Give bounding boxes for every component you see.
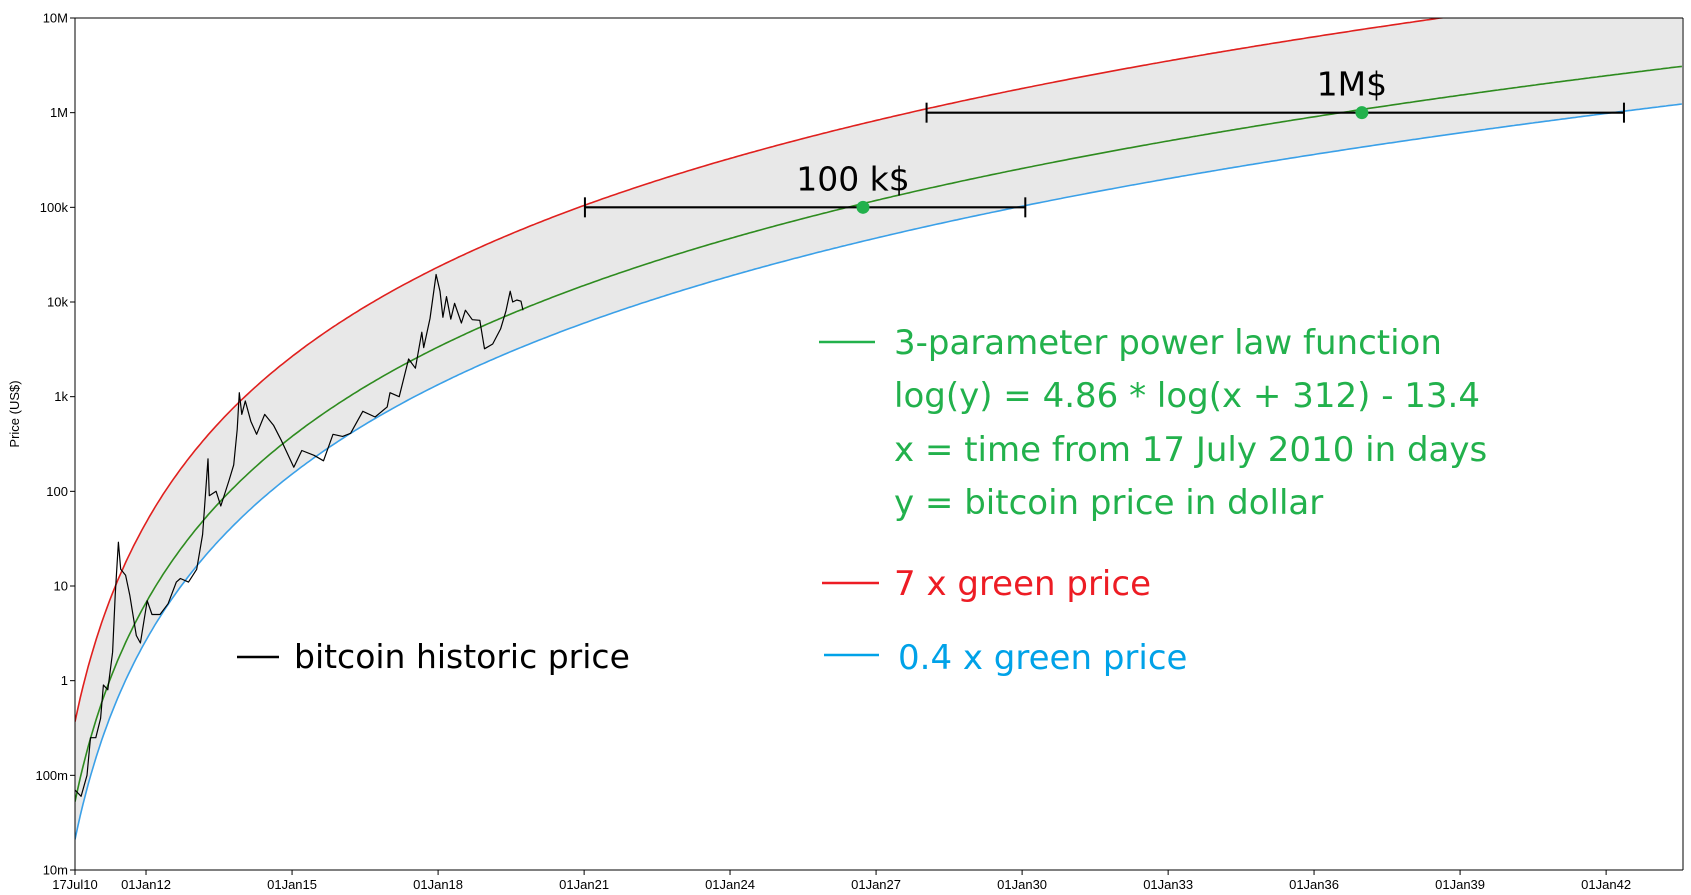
green-power-law-line: [75, 65, 1682, 802]
x-tick-label: 17Jul10: [52, 877, 98, 892]
y-tick-label: 100k: [40, 200, 69, 215]
marker-dot: [856, 200, 870, 214]
marker-label: 100 k$: [796, 159, 910, 198]
red-upper-line: [75, 18, 1447, 722]
y-tick-label: 100: [46, 484, 68, 499]
x-definition: x = time from 17 July 2010 in days: [894, 430, 1487, 470]
legend-green-title: 3-parameter power law function: [894, 323, 1442, 363]
y-axis-label: Price (US$): [7, 380, 22, 447]
marker-dot: [1355, 106, 1369, 120]
x-tick-label: 01Jan21: [559, 877, 609, 892]
y-definition: y = bitcoin price in dollar: [894, 483, 1323, 523]
legend-blue-label: 0.4 x green price: [898, 638, 1187, 678]
x-tick-label: 01Jan39: [1435, 877, 1485, 892]
y-tick-label: 10M: [43, 11, 68, 26]
x-tick-label: 01Jan27: [851, 877, 901, 892]
y-tick-label: 100m: [35, 768, 68, 783]
blue-lower-line: [75, 103, 1682, 840]
x-tick-label: 01Jan30: [997, 877, 1047, 892]
y-tick-label: 10m: [43, 863, 68, 878]
y-tick-label: 1k: [54, 389, 68, 404]
x-tick-label: 01Jan18: [413, 877, 463, 892]
y-tick-label: 10k: [47, 295, 68, 310]
y-tick-label: 1: [61, 673, 68, 688]
y-tick-label: 1M: [50, 105, 68, 120]
legend-black-label: bitcoin historic price: [294, 637, 630, 676]
x-tick-label: 01Jan15: [267, 877, 317, 892]
x-tick-label: 01Jan42: [1581, 877, 1631, 892]
x-tick-label: 01Jan36: [1289, 877, 1339, 892]
legend-red-label: 7 x green price: [894, 564, 1151, 604]
bitcoin-price-line: [75, 273, 524, 797]
x-tick-label: 01Jan33: [1143, 877, 1193, 892]
model-equation: log(y) = 4.86 * log(x + 312) - 13.4: [894, 376, 1480, 416]
x-tick-label: 01Jan12: [121, 877, 171, 892]
x-tick-label: 01Jan24: [705, 877, 755, 892]
price-band: [75, 18, 1682, 840]
y-tick-label: 10: [54, 579, 68, 594]
marker-label: 1M$: [1317, 65, 1387, 104]
